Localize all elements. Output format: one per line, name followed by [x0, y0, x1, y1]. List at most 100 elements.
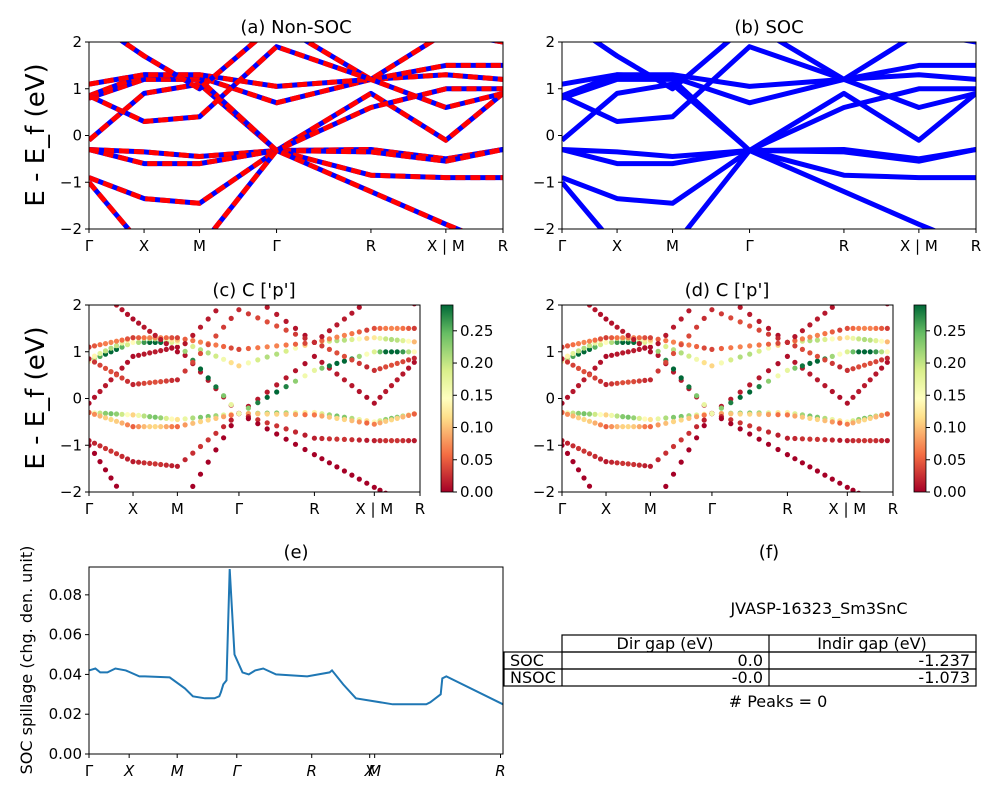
spillage-line — [88, 568, 504, 706]
projection-point — [245, 416, 251, 422]
panel-e-ylabel: SOC spillage (chg. den. unit) — [17, 546, 36, 775]
projection-point — [311, 339, 317, 345]
projection-point — [147, 350, 153, 356]
x-tick-label: R — [498, 237, 508, 255]
projection-point — [400, 438, 406, 444]
projection-point — [814, 468, 821, 474]
projection-point — [205, 459, 211, 465]
projection-point — [356, 360, 362, 366]
projection-point — [850, 294, 855, 299]
projection-point — [850, 438, 856, 444]
y-tick-label: 0 — [72, 390, 82, 408]
projection-point — [686, 333, 692, 339]
projection-point — [130, 353, 136, 359]
projection-point — [334, 334, 340, 340]
cell-nsoc-indir: -1.073 — [918, 668, 970, 687]
projection-point — [663, 483, 669, 489]
projection-point — [822, 437, 828, 443]
projection-point — [829, 329, 835, 335]
projection-point — [868, 496, 873, 501]
projection-point — [861, 438, 868, 444]
projection-point — [614, 339, 620, 345]
projection-point — [718, 345, 725, 352]
y-tick-label: 2 — [72, 33, 82, 51]
projection-point — [174, 463, 180, 469]
projection-point — [678, 350, 684, 356]
projection-point — [718, 405, 725, 411]
projection-point — [867, 360, 873, 366]
cell-soc-indir: -1.237 — [918, 651, 970, 670]
projection-point — [124, 311, 131, 317]
projection-point — [213, 353, 219, 359]
projection-point — [609, 459, 615, 465]
projection-point — [136, 335, 142, 341]
projection-point — [406, 325, 412, 331]
projection-point — [119, 420, 125, 426]
projection-point — [663, 338, 669, 344]
projection-point — [102, 341, 109, 347]
x-tick-label: X — [139, 237, 149, 255]
panel-a: (a) Non-SOC −2 −1 0 1 2 Γ X M Γ R X | M R E - E_f … — [21, 17, 508, 255]
projection-point — [394, 438, 400, 444]
projection-point — [383, 364, 389, 370]
projection-point — [784, 435, 791, 441]
projection-point — [647, 377, 654, 383]
y-tick-label: 0.08 — [49, 586, 82, 604]
projection-point — [141, 460, 147, 466]
projection-point — [319, 413, 325, 419]
projection-point — [701, 412, 707, 418]
projection-point — [283, 375, 289, 381]
projection-point — [873, 438, 879, 444]
projection-point — [884, 355, 890, 361]
projection-point — [765, 341, 772, 347]
projection-point — [737, 394, 743, 400]
x-tick-label: X — [601, 500, 611, 518]
projection-point — [663, 450, 669, 456]
x-tick-label: Γ — [558, 237, 567, 255]
projection-point — [283, 411, 289, 417]
projection-point — [631, 348, 637, 354]
projection-point — [856, 349, 862, 355]
projection-point — [626, 508, 631, 513]
projection-point — [586, 411, 593, 417]
projection-point — [356, 336, 362, 342]
projection-point — [119, 337, 125, 343]
x-tick-label: X — [123, 762, 135, 780]
x-tick-label: X — [364, 762, 376, 780]
projection-point — [383, 349, 389, 355]
projection-point — [341, 416, 347, 423]
projection-point — [92, 284, 97, 289]
projection-point — [792, 334, 798, 340]
projection-point — [856, 438, 862, 444]
projection-point — [647, 424, 654, 430]
projection-point — [197, 471, 204, 477]
projection-point — [326, 346, 332, 352]
projection-point — [829, 305, 835, 310]
projection-point — [141, 324, 147, 330]
projection-point — [686, 353, 692, 359]
projection-point — [174, 349, 180, 355]
projection-point — [597, 378, 604, 384]
projection-point — [190, 359, 196, 365]
projection-point — [130, 335, 136, 341]
projection-point — [163, 341, 169, 347]
y-tick-label: 1 — [72, 343, 82, 361]
projection-point — [581, 416, 587, 423]
projection-point — [158, 348, 164, 354]
projection-point — [609, 352, 615, 358]
y-tick-label: 1 — [72, 80, 82, 98]
projection-point — [371, 335, 377, 341]
projection-point — [102, 348, 109, 354]
projection-point — [274, 411, 280, 417]
projection-point — [388, 349, 395, 355]
projection-point — [799, 414, 806, 420]
projection-point — [728, 421, 734, 427]
x-tick-label: R — [307, 762, 317, 780]
projection-point — [108, 475, 114, 481]
projection-point — [108, 416, 114, 423]
projection-point — [873, 325, 879, 331]
projection-point — [756, 348, 762, 354]
projection-point — [807, 436, 813, 442]
projection-point — [411, 349, 417, 355]
